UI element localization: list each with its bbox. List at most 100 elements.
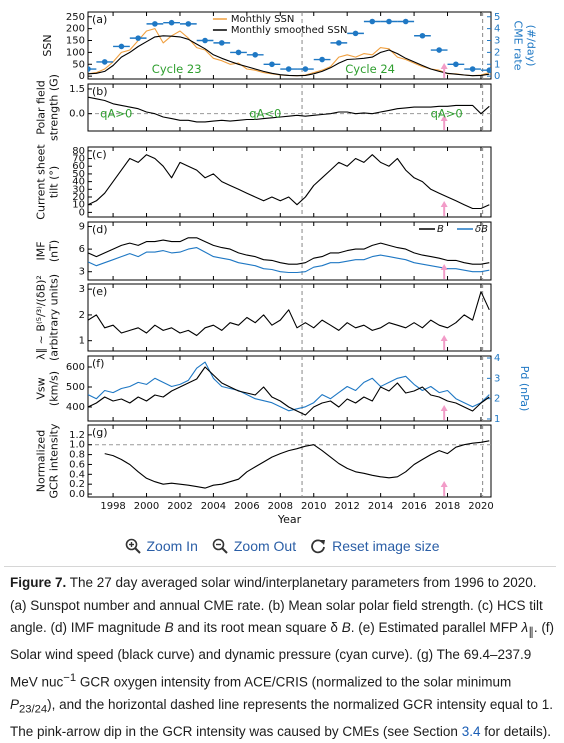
y-tick-label: 150 (66, 36, 85, 47)
zoom-in-button[interactable]: Zoom In (125, 538, 198, 554)
panel-label: (a) (92, 13, 107, 26)
cme-rate-dot (285, 66, 292, 72)
plot-area (88, 291, 490, 337)
x-tick-label: 1998 (100, 501, 125, 512)
x-tick-label: 2002 (167, 501, 192, 512)
cme-rate-dot (252, 51, 259, 58)
y-tick-label: 0.0 (69, 109, 85, 120)
section-link[interactable]: 3.4 (461, 723, 481, 739)
y-axis-label: strength (G) (48, 74, 61, 141)
figure-caption: Figure 7. The 27 day averaged solar wind… (10, 572, 556, 743)
panel-label: (e) (92, 285, 107, 298)
y2-tick-label: 1 (494, 59, 500, 70)
panel: 0.0 1.5 Polar field strength (G) (b) qA>0 qA<0… (35, 74, 492, 141)
arrow-head (440, 201, 448, 207)
caption-text: . (e) Estimated parallel MFP (350, 620, 522, 635)
y-tick-label: 80 (72, 146, 85, 157)
y-tick-label: 500 (66, 382, 85, 393)
plot-frame (87, 283, 492, 352)
caption-text: for details). (480, 723, 552, 739)
y-tick-label: 3 (79, 267, 85, 278)
cme-rate-dot (386, 18, 392, 25)
y-tick-label: 2 (79, 310, 85, 321)
y-tick-label: 400 (66, 402, 85, 413)
annotation: Cycle 23 (152, 62, 202, 76)
y-tick-label: 1.0 (69, 440, 85, 451)
y2-tick-label: 3 (494, 36, 500, 47)
cme-rate-dot (152, 21, 158, 27)
pink-arrow (440, 335, 448, 350)
y-axis-label: Normalized (35, 430, 48, 492)
data-line (88, 291, 490, 337)
legend-label: δB (475, 224, 488, 235)
y2-tick-label: 4 (494, 353, 500, 364)
caption-label: Figure 7. (10, 575, 67, 590)
y-tick-label: 50 (72, 59, 85, 70)
arrow-head (440, 264, 448, 270)
y-axis-label: tilt (°) (48, 166, 61, 198)
data-line (88, 247, 490, 274)
y-axis-label: GCR intensity (48, 423, 61, 499)
pink-arrow (440, 115, 448, 130)
cme-rate-dot (369, 18, 376, 25)
annotation: qA<0 (249, 107, 281, 121)
data-line (88, 154, 490, 210)
zoom-in-label: Zoom In (146, 538, 198, 554)
data-line (88, 35, 490, 77)
plot-area (88, 361, 490, 416)
caption-text: B (341, 620, 351, 635)
caption-text: . (f) Solar wind speed (black curve) and… (10, 620, 555, 690)
caption-text: GCR oxygen intensity from ACE/CRIS (norm… (76, 674, 512, 690)
y2-axis-label: Pd (nPa) (518, 366, 531, 412)
y2-tick-label: 2 (494, 394, 500, 405)
y-tick-label: 0 (79, 207, 85, 218)
y2-tick-label: 0 (494, 71, 500, 82)
cme-rate-dot (336, 40, 342, 46)
panel-label: (c) (92, 148, 107, 161)
y-tick-label: 3 (79, 284, 85, 295)
caption-text: and its root mean square δ (173, 620, 342, 635)
y2-axis-label: (#/day) (525, 25, 538, 67)
y2-tick-label: 1 (494, 414, 500, 425)
reset-button[interactable]: Reset image size (310, 538, 440, 554)
legend-label: B (437, 224, 444, 235)
zoom-out-button[interactable]: Zoom Out (212, 538, 296, 554)
caption-text: λ (521, 620, 529, 635)
plot-frame (87, 221, 492, 281)
cme-rate-dot (185, 21, 192, 27)
y-tick-label: 1 (79, 336, 85, 347)
pink-arrow (440, 264, 448, 279)
y2-tick-label: 2 (494, 47, 500, 58)
pink-arrow (440, 481, 448, 496)
y-tick-label: 100 (66, 47, 85, 58)
caption-text: P (10, 696, 20, 712)
cme-rate-dot (168, 19, 175, 26)
zoom-out-icon (212, 538, 228, 554)
y2-axis-label: CME rate (512, 21, 525, 71)
cme-rate-dot (486, 67, 491, 74)
caption-text: ∥ (528, 626, 534, 639)
x-tick-label: 2016 (401, 501, 426, 512)
data-line (88, 237, 490, 265)
y2-tick-label: 3 (494, 373, 500, 384)
pink-arrow (440, 405, 448, 420)
y-tick-label: 0.2 (69, 479, 85, 490)
cme-rate-dot (235, 49, 242, 56)
x-tick-label: 2012 (334, 501, 359, 512)
legend-label: Monthly smoothed SSN (231, 25, 348, 36)
y-tick-label: 50 (72, 169, 85, 180)
x-tick-label: 2018 (435, 501, 460, 512)
y2-tick-label: 4 (494, 24, 500, 35)
y-tick-label: 0.0 (69, 489, 85, 500)
y-tick-label: 9 (79, 222, 85, 233)
annotation: Cycle 24 (345, 62, 395, 76)
plot-area (104, 440, 490, 489)
x-tick-label: 2006 (234, 501, 259, 512)
y-tick-label: 0.6 (69, 459, 85, 470)
y-tick-label: 20 (72, 192, 85, 203)
cme-rate-dot (319, 56, 325, 63)
